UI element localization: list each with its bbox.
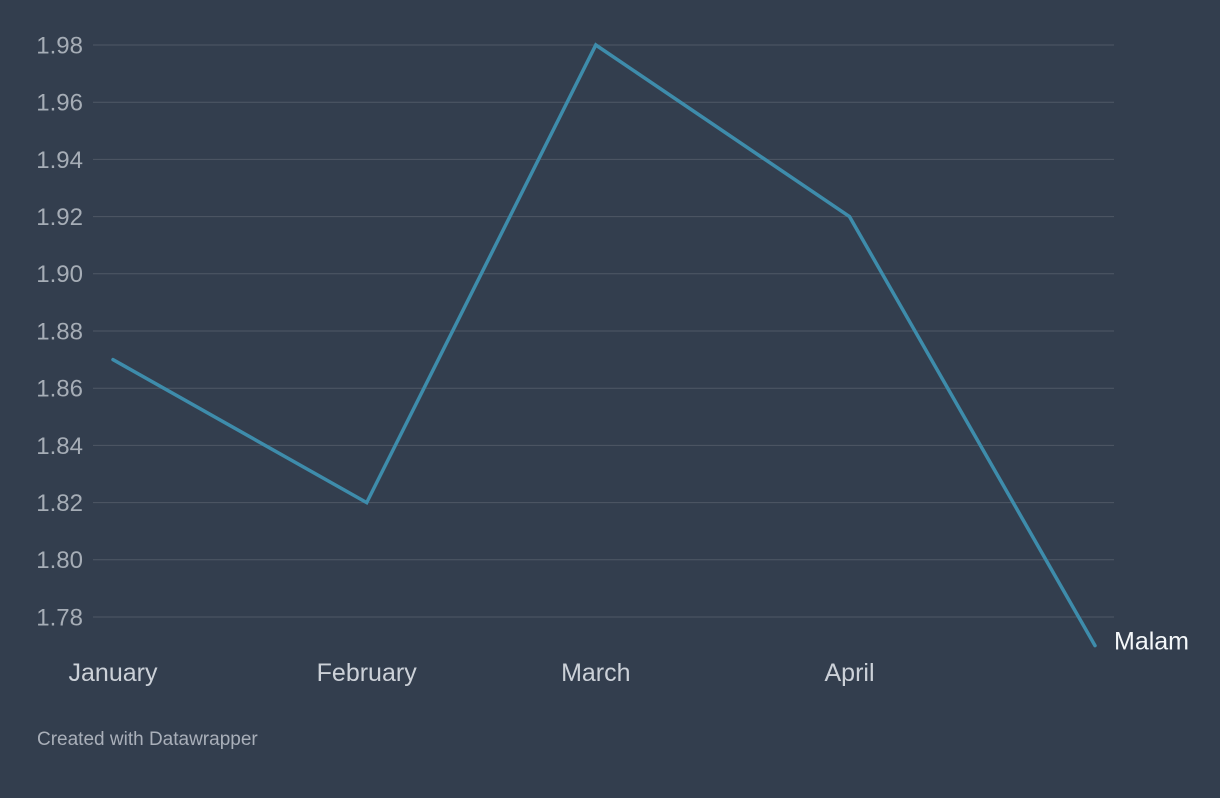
y-axis-tick-label: 1.88 [36, 318, 83, 345]
y-axis-tick-label: 1.98 [36, 32, 83, 59]
series-line-malam [111, 42, 1097, 648]
y-axis-tick-label: 1.96 [36, 90, 83, 117]
x-axis-tick-label: April [824, 659, 874, 687]
y-axis-tick-label: 1.84 [36, 433, 83, 460]
y-axis-tick-label: 1.82 [36, 490, 83, 517]
series-end-label: Malam [1114, 628, 1189, 656]
x-axis-tick-label: January [69, 659, 158, 687]
y-axis-tick-label: 1.86 [36, 376, 83, 403]
y-axis-tick-label: 1.94 [36, 147, 83, 174]
x-axis-tick-label: March [561, 659, 630, 687]
y-axis-tick-label: 1.92 [36, 204, 83, 231]
y-axis-tick-label: 1.90 [36, 261, 83, 288]
y-axis-tick-label: 1.78 [36, 604, 83, 631]
y-axis-tick-label: 1.80 [36, 547, 83, 574]
x-axis-tick-label: February [317, 659, 418, 687]
datawrapper-attribution-link[interactable]: Created with Datawrapper [37, 729, 258, 750]
